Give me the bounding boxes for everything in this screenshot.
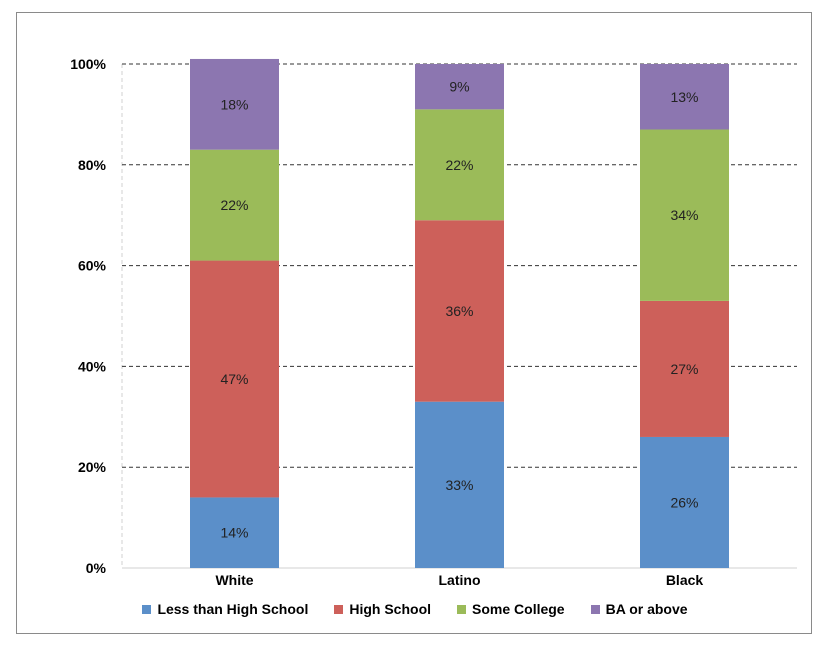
legend-swatch <box>457 604 467 614</box>
y-tick-label: 100% <box>70 56 106 72</box>
bar-segment <box>415 401 504 568</box>
legend-swatch <box>590 604 600 614</box>
legend-swatch <box>334 604 344 614</box>
data-label: 47% <box>220 371 248 387</box>
data-label: 9% <box>449 79 469 95</box>
data-label: 34% <box>670 207 698 223</box>
legend: Less than High School High School Some Col… <box>0 598 830 620</box>
category-label: Latino <box>439 572 481 588</box>
bar-segment <box>640 300 729 437</box>
legend-swatch <box>142 604 152 614</box>
y-tick-label: 0% <box>86 560 107 576</box>
data-label: 18% <box>220 96 248 112</box>
data-label: 22% <box>220 197 248 213</box>
stacked-bar-chart: 0% 20% 40% 60% 80% 100% 14% 47% 22% 18% White 33% 36… <box>70 56 797 588</box>
legend-item: Some College <box>457 601 565 617</box>
legend-item: High School <box>334 601 431 617</box>
legend-item: Less than High School <box>142 601 308 617</box>
bar-segment <box>415 220 504 402</box>
legend-label: Less than High School <box>157 601 309 617</box>
y-tick-label: 20% <box>78 459 107 475</box>
bar-segment <box>640 129 729 301</box>
data-label: 36% <box>445 303 473 319</box>
data-label: 26% <box>670 494 698 510</box>
data-label: 14% <box>220 525 248 541</box>
category-label: White <box>215 572 253 588</box>
legend-item: BA or above <box>590 601 688 617</box>
legend-label: High School <box>349 601 432 617</box>
legend-label: Some College <box>472 601 565 617</box>
bar-segment <box>190 58 279 150</box>
bar-segment <box>415 109 504 221</box>
data-label: 27% <box>670 361 698 377</box>
y-tick-label: 80% <box>78 157 107 173</box>
bar-segment <box>640 436 729 568</box>
bar-segment <box>190 497 279 568</box>
data-label: 22% <box>445 157 473 173</box>
bar-segment <box>190 149 279 261</box>
bar-segment <box>190 260 279 498</box>
y-tick-label: 60% <box>78 258 107 274</box>
y-tick-label: 40% <box>78 358 107 374</box>
legend-label: BA or above <box>605 601 688 617</box>
category-label: Black <box>666 572 704 588</box>
bar-segment <box>415 64 504 110</box>
data-label: 33% <box>445 477 473 493</box>
data-label: 13% <box>670 89 698 105</box>
bar-segment <box>640 64 729 130</box>
